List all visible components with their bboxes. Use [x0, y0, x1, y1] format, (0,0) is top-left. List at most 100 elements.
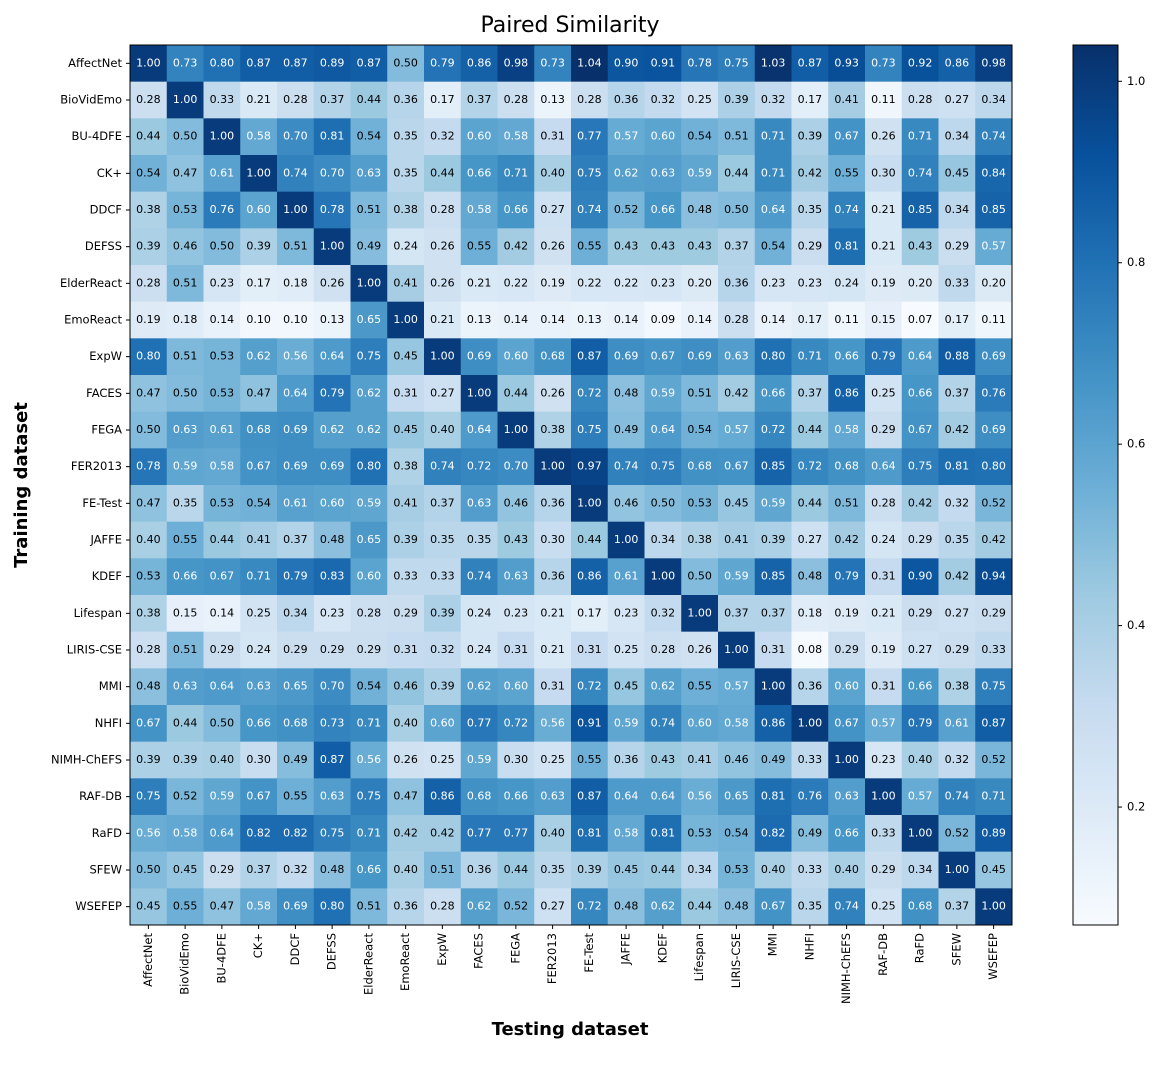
cell-label: 0.80 [357, 460, 382, 473]
cell-label: 0.59 [724, 570, 749, 583]
heatmap-cell [975, 265, 1013, 302]
heatmap-cell [387, 595, 425, 632]
heatmap-cell [828, 338, 866, 376]
cell-label: 0.42 [798, 166, 823, 179]
cell-label: 1.04 [577, 56, 602, 69]
cell-label: 0.24 [871, 533, 896, 546]
heatmap-cell [350, 228, 388, 266]
heatmap-cell [975, 375, 1013, 412]
heatmap-cell [130, 485, 168, 522]
heatmap-cell [350, 741, 388, 779]
cell-label: 0.67 [834, 716, 859, 729]
cell-label: 0.55 [173, 900, 198, 913]
heatmap-cell [424, 265, 462, 302]
cell-label: 0.40 [430, 423, 455, 436]
cell-label: 0.40 [834, 863, 859, 876]
cell-label: 0.42 [834, 533, 859, 546]
heatmap-cell [975, 631, 1013, 669]
heatmap-cell [901, 631, 939, 669]
cell-label: 0.28 [136, 276, 161, 289]
heatmap-cell [387, 301, 425, 339]
cell-label: 0.40 [210, 753, 235, 766]
heatmap-cell [607, 301, 645, 339]
heatmap-cell [571, 521, 609, 559]
cell-label: 0.28 [357, 606, 382, 619]
cell-label: 0.14 [761, 313, 786, 326]
heatmap-cell [277, 45, 315, 82]
cell-label: 0.24 [467, 643, 492, 656]
heatmap-cell [901, 118, 939, 156]
cell-label: 0.43 [614, 240, 639, 253]
cell-label: 0.71 [357, 826, 382, 839]
cell-label: 0.40 [136, 533, 161, 546]
heatmap-cell [203, 888, 241, 926]
heatmap-cell [718, 191, 756, 229]
heatmap-cell [203, 741, 241, 779]
y-tick-label: RaFD [92, 826, 122, 840]
cell-label: 0.66 [246, 716, 271, 729]
heatmap-cell [424, 485, 462, 522]
heatmap-cell [240, 375, 278, 412]
cell-label: 0.69 [614, 350, 639, 363]
heatmap-cell [313, 631, 351, 669]
heatmap-cell [754, 705, 792, 742]
heatmap-cell [718, 631, 756, 669]
cell-label: 0.25 [687, 93, 712, 106]
cell-label: 0.65 [357, 313, 382, 326]
heatmap-cell [350, 45, 388, 82]
cell-label: 0.79 [834, 570, 859, 583]
heatmap-cell [571, 668, 609, 706]
cell-label: 0.23 [798, 276, 823, 289]
heatmap-cell [130, 888, 168, 926]
heatmap-cell [424, 851, 462, 889]
heatmap-cell [718, 815, 756, 852]
heatmap-cell [828, 448, 866, 486]
heatmap-cell [571, 338, 609, 376]
heatmap-cell [681, 265, 719, 302]
cell-label: 0.60 [504, 350, 529, 363]
heatmap-cell [938, 595, 976, 632]
heatmap-cell [313, 45, 351, 82]
x-tick-label: FER2013 [545, 933, 559, 984]
cell-label: 0.72 [577, 900, 602, 913]
cell-label: 0.39 [136, 753, 161, 766]
heatmap-cell [166, 888, 204, 926]
heatmap-cell [571, 851, 609, 889]
cell-label: 0.81 [577, 826, 602, 839]
heatmap-cell [387, 338, 425, 376]
cell-label: 0.55 [467, 240, 492, 253]
cell-label: 0.55 [834, 166, 859, 179]
cell-label: 0.40 [540, 166, 565, 179]
cell-label: 0.48 [136, 680, 161, 693]
cell-label: 0.17 [945, 313, 970, 326]
cell-label: 0.22 [614, 276, 639, 289]
cell-label: 0.23 [320, 606, 345, 619]
heatmap-cell [791, 338, 829, 376]
heatmap-cell [497, 265, 535, 302]
heatmap-cell [166, 301, 204, 339]
heatmap-cell [424, 668, 462, 706]
heatmap-cell [424, 155, 462, 192]
cell-label: 0.80 [136, 350, 161, 363]
heatmap-cell [828, 118, 866, 156]
cell-label: 0.26 [540, 386, 565, 399]
cell-label: 0.32 [651, 93, 676, 106]
heatmap-cell [644, 705, 682, 742]
heatmap-cell [828, 375, 866, 412]
heatmap-cell [865, 668, 903, 706]
heatmap-cell [277, 301, 315, 339]
cell-label: 0.48 [724, 900, 749, 913]
heatmap-cell [681, 45, 719, 82]
heatmap-cell [534, 228, 572, 266]
heatmap-cell [828, 521, 866, 559]
heatmap-cell [277, 81, 315, 119]
cell-label: 0.14 [210, 313, 235, 326]
heatmap-cell [277, 778, 315, 816]
x-tick-label: BioVidEmo [178, 933, 192, 995]
cell-label: 0.73 [871, 56, 896, 69]
heatmap-cell [203, 778, 241, 816]
cell-label: 0.51 [430, 863, 455, 876]
cell-label: 0.32 [430, 130, 455, 143]
cell-label: 0.39 [577, 863, 602, 876]
cell-label: 0.56 [540, 716, 565, 729]
